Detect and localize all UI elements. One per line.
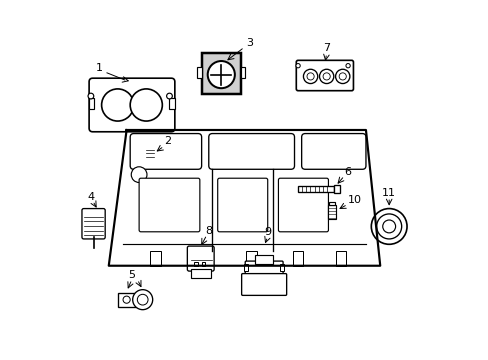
- Text: 4: 4: [87, 192, 94, 202]
- Text: 6: 6: [344, 167, 351, 177]
- Bar: [292, 251, 303, 266]
- Circle shape: [207, 61, 234, 88]
- Bar: [241, 67, 244, 78]
- Circle shape: [376, 214, 401, 239]
- Circle shape: [132, 290, 152, 310]
- Text: 1: 1: [96, 63, 103, 73]
- Text: 7: 7: [323, 44, 329, 53]
- Bar: [280, 264, 283, 271]
- Bar: [201, 53, 241, 94]
- Text: 8: 8: [205, 226, 212, 235]
- Circle shape: [166, 93, 172, 99]
- Text: 2: 2: [164, 136, 171, 146]
- Circle shape: [339, 73, 346, 80]
- Bar: [118, 293, 135, 307]
- Circle shape: [306, 73, 313, 80]
- Circle shape: [102, 89, 134, 121]
- Circle shape: [370, 208, 406, 244]
- Circle shape: [88, 93, 94, 99]
- Bar: [146, 148, 154, 158]
- Bar: [298, 186, 333, 192]
- Text: 10: 10: [347, 195, 361, 205]
- Bar: [333, 185, 340, 193]
- Bar: [335, 251, 346, 266]
- FancyBboxPatch shape: [278, 178, 328, 232]
- Circle shape: [335, 69, 349, 84]
- Circle shape: [382, 220, 395, 233]
- FancyBboxPatch shape: [187, 246, 214, 271]
- Bar: [190, 269, 210, 278]
- Circle shape: [131, 167, 147, 183]
- FancyBboxPatch shape: [241, 274, 286, 296]
- Bar: [196, 251, 206, 266]
- Bar: [328, 202, 335, 205]
- Circle shape: [303, 69, 317, 84]
- Text: 5: 5: [128, 270, 135, 280]
- Bar: [89, 98, 94, 109]
- Bar: [194, 262, 198, 266]
- FancyBboxPatch shape: [82, 208, 105, 239]
- Circle shape: [295, 64, 300, 68]
- Bar: [244, 264, 247, 271]
- Circle shape: [130, 89, 162, 121]
- Circle shape: [123, 296, 130, 303]
- Bar: [149, 251, 160, 266]
- Bar: [246, 251, 257, 266]
- Bar: [255, 255, 272, 264]
- Bar: [147, 144, 152, 148]
- Circle shape: [323, 73, 329, 80]
- FancyBboxPatch shape: [244, 261, 283, 278]
- Bar: [201, 262, 205, 266]
- Text: 9: 9: [264, 228, 271, 237]
- FancyBboxPatch shape: [89, 78, 175, 132]
- FancyBboxPatch shape: [208, 134, 294, 169]
- Bar: [197, 67, 201, 78]
- Bar: [327, 205, 336, 219]
- Text: 11: 11: [382, 188, 395, 198]
- FancyBboxPatch shape: [296, 60, 353, 91]
- Bar: [169, 98, 175, 109]
- FancyBboxPatch shape: [217, 178, 267, 232]
- FancyBboxPatch shape: [139, 178, 200, 232]
- FancyBboxPatch shape: [301, 134, 365, 169]
- Circle shape: [137, 294, 148, 305]
- Text: 3: 3: [246, 38, 253, 48]
- Circle shape: [319, 69, 333, 84]
- FancyBboxPatch shape: [130, 134, 201, 169]
- Circle shape: [345, 64, 349, 68]
